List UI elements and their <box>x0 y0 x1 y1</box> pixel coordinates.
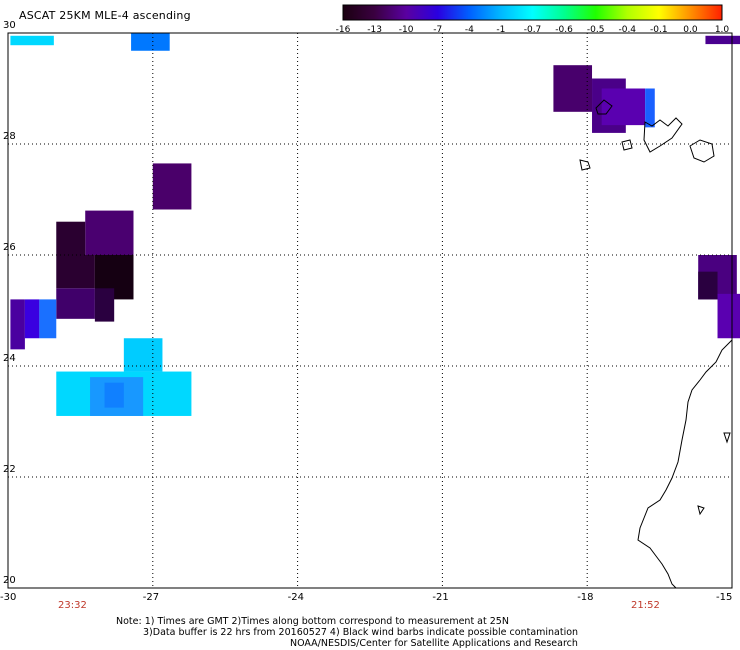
colorbar-label: 0.0 <box>683 25 698 35</box>
colorbar-label: -4 <box>464 25 474 35</box>
colorbar-label: -13 <box>367 25 382 35</box>
colorbar-label: -0.6 <box>555 25 573 35</box>
coastline <box>723 432 731 444</box>
colorbar-label: -0.1 <box>650 25 668 35</box>
colorbar-label: -7 <box>433 25 443 35</box>
swath-cell <box>10 35 54 46</box>
coastline <box>689 139 715 163</box>
note-line-3: NOAA/NESDIS/Center for Satellite Applica… <box>290 638 578 649</box>
y-tick-label: 20 <box>3 575 16 586</box>
time-left: 23:32 <box>58 600 87 611</box>
swath-cell <box>85 210 134 255</box>
colorbar-label: -16 <box>335 25 351 35</box>
swath-cell <box>717 293 740 339</box>
swath-cell <box>56 288 95 319</box>
coastline <box>579 159 591 171</box>
y-tick-label: 28 <box>3 131 16 142</box>
swath-cell <box>645 88 655 128</box>
coastline <box>621 139 633 151</box>
map-frame <box>7 32 733 589</box>
swath-cell <box>131 33 170 51</box>
colorbar <box>342 4 723 21</box>
colorbar-label: -0.5 <box>586 25 605 35</box>
colorbar-label: -0.7 <box>523 25 542 35</box>
y-tick-label: 24 <box>3 353 16 364</box>
x-tick-label: -21 <box>432 592 449 603</box>
swath-cell <box>94 288 115 322</box>
colorbar-label: 1.0 <box>714 25 730 35</box>
swath-cell <box>56 255 95 289</box>
swath-cell <box>104 382 124 408</box>
coastline <box>643 117 683 153</box>
coastline <box>697 505 705 516</box>
swath-cell <box>705 35 740 45</box>
x-tick-label: -27 <box>142 592 160 603</box>
swath-cell <box>39 299 57 339</box>
product-title: ASCAT 25KM MLE-4 ascending <box>19 9 191 22</box>
y-tick-label: 22 <box>3 464 16 475</box>
y-tick-label: 30 <box>3 20 16 31</box>
x-tick-label: -18 <box>577 592 594 603</box>
y-tick-label: 26 <box>3 242 16 253</box>
x-tick-label: -30 <box>0 592 17 603</box>
time-right: 21:52 <box>631 600 660 611</box>
swath-cell <box>152 163 192 210</box>
swath-cell <box>123 338 163 372</box>
note-line-2: 3)Data buffer is 22 hrs from 20160527 4)… <box>143 627 579 638</box>
note-line-1: Note: 1) Times are GMT 2)Times along bot… <box>116 616 509 627</box>
swath-cell <box>601 88 646 126</box>
coastline <box>595 99 613 115</box>
colorbar-label: -1 <box>496 25 506 35</box>
swath-cell <box>10 299 25 350</box>
colorbar-label: -10 <box>398 25 414 35</box>
x-tick-label: -24 <box>287 592 304 603</box>
swath-cell <box>24 299 40 339</box>
swath-cell <box>553 65 593 112</box>
colorbar-label: -0.4 <box>618 25 637 35</box>
swath-cell <box>56 221 86 255</box>
x-tick-label: -15 <box>716 592 733 603</box>
swath-cell <box>698 271 718 300</box>
coastline <box>637 339 733 589</box>
